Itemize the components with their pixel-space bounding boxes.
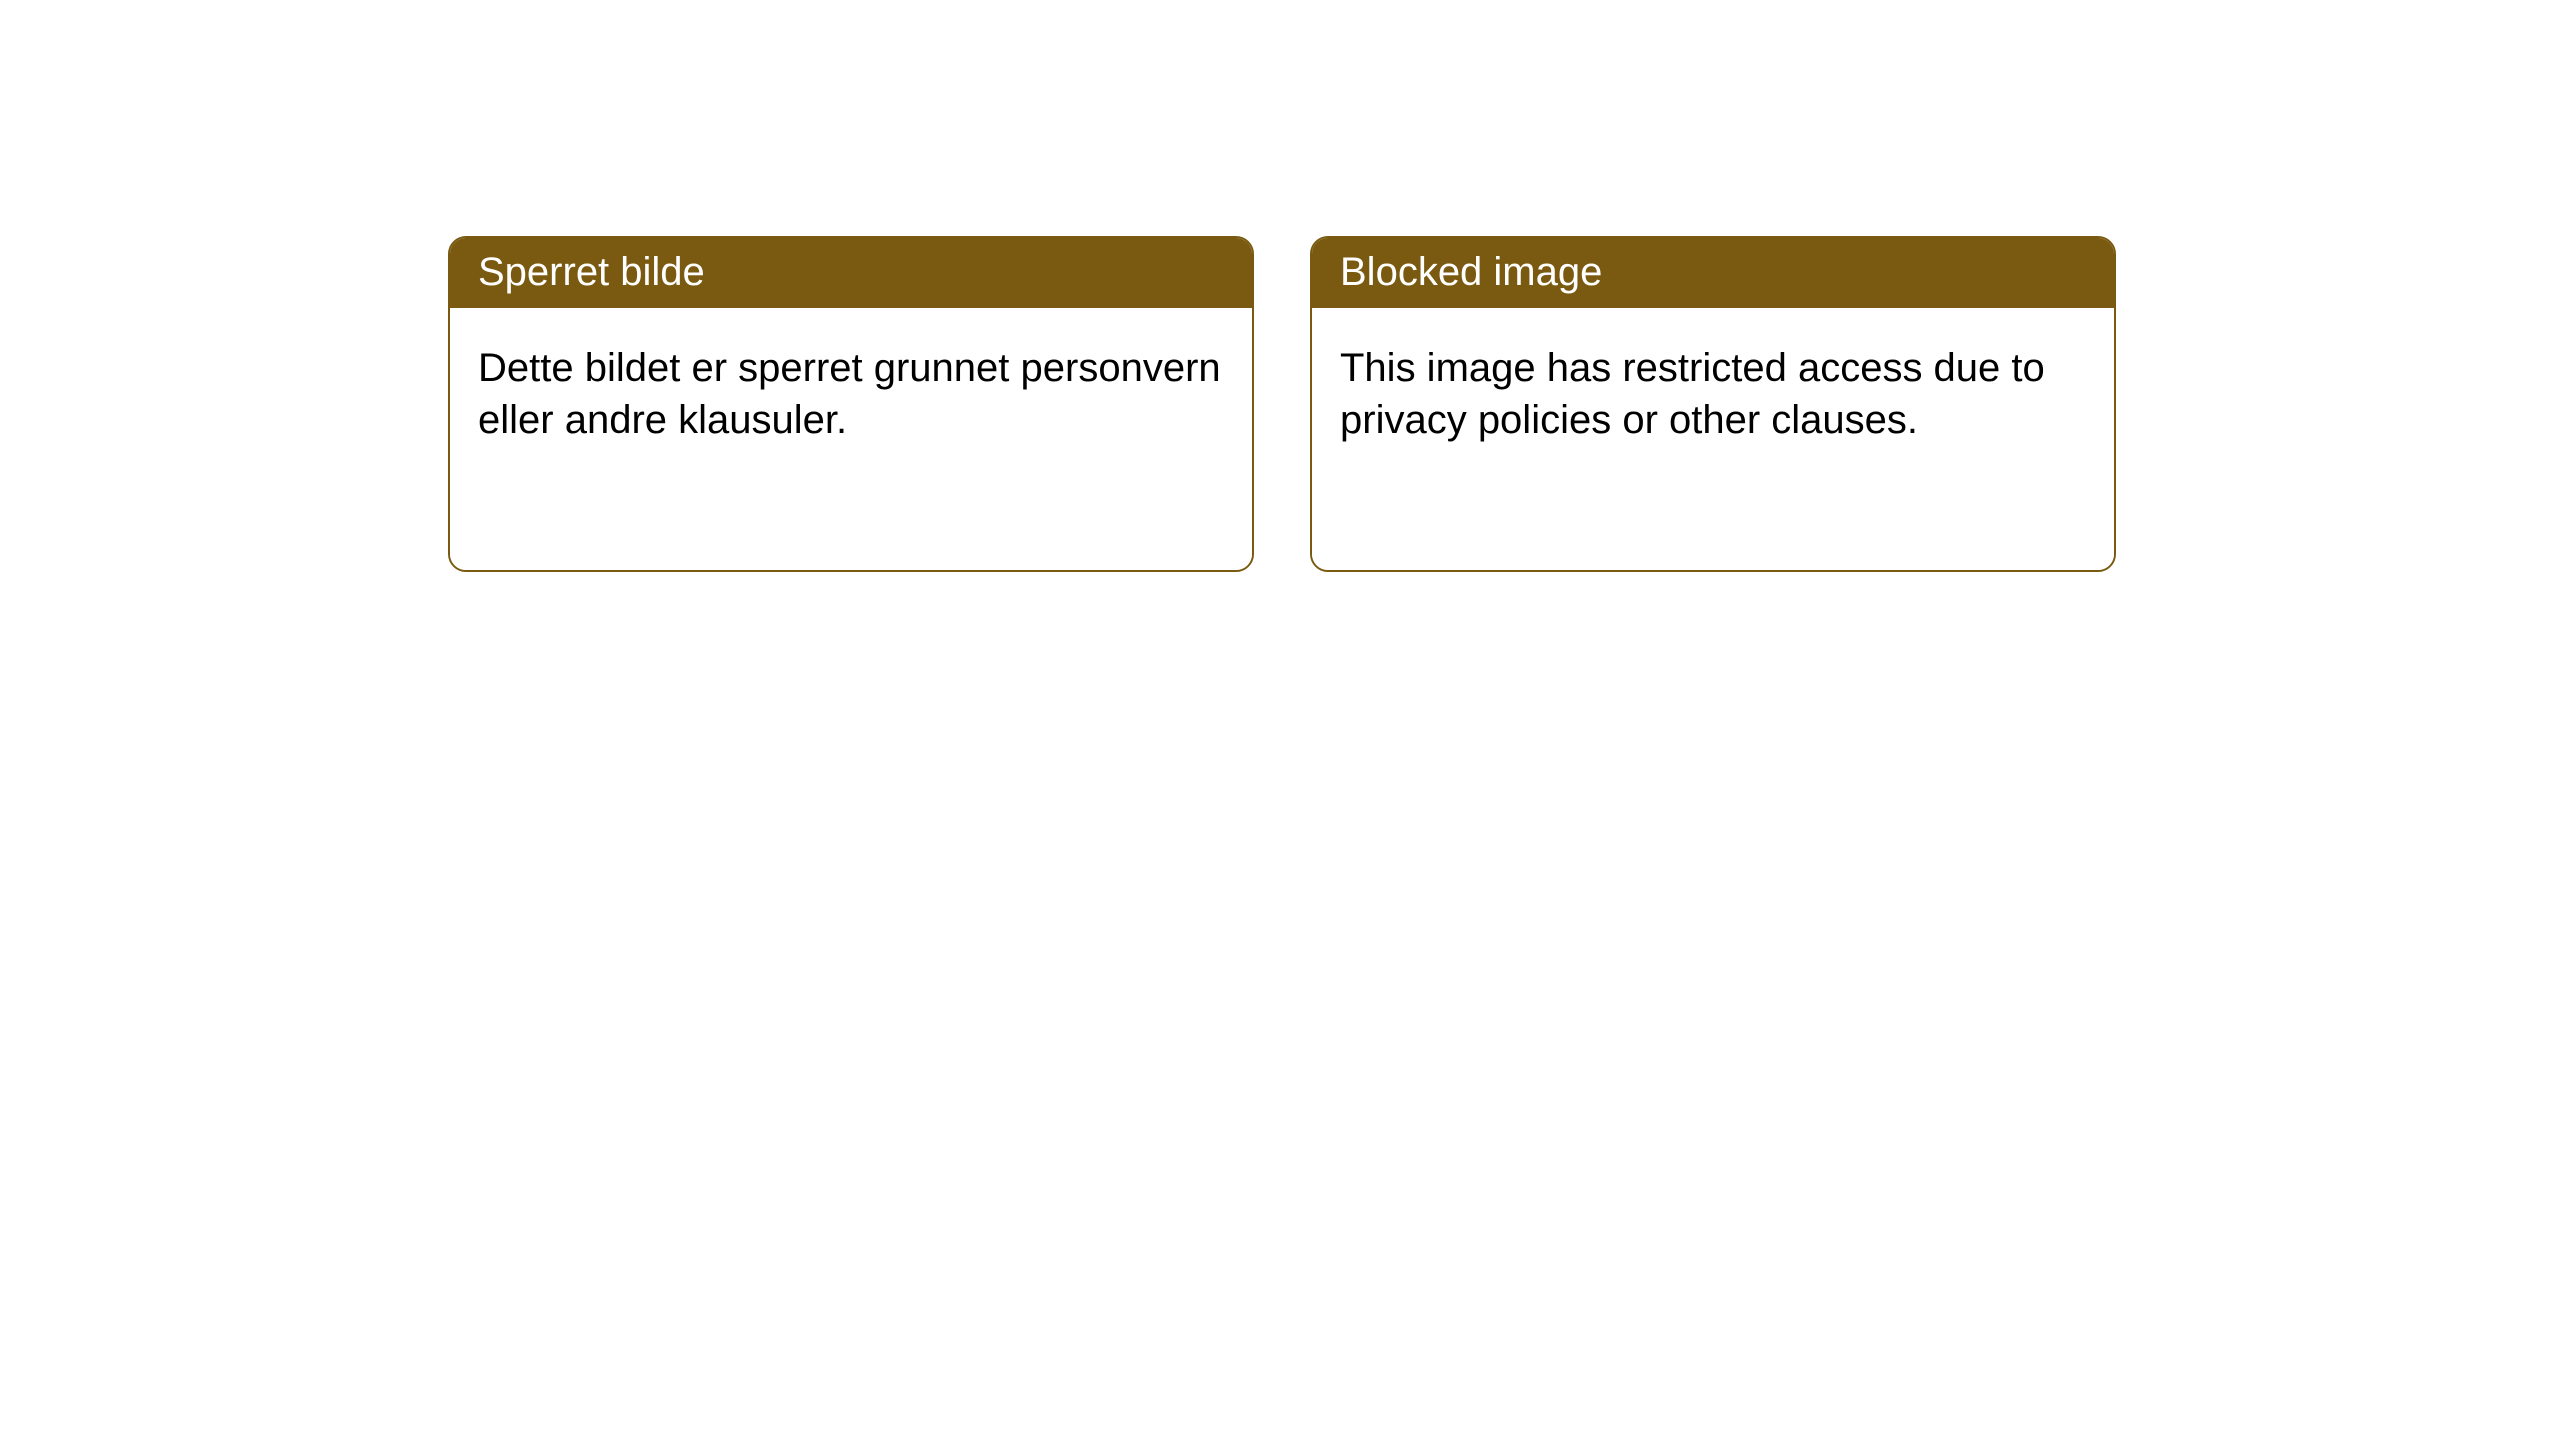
blocked-image-card-no: Sperret bilde Dette bildet er sperret gr…: [448, 236, 1254, 572]
card-body-text-no: Dette bildet er sperret grunnet personve…: [478, 346, 1221, 442]
info-cards-container: Sperret bilde Dette bildet er sperret gr…: [448, 236, 2560, 572]
card-title-no: Sperret bilde: [478, 250, 705, 294]
card-body-en: This image has restricted access due to …: [1312, 308, 2114, 570]
card-body-no: Dette bildet er sperret grunnet personve…: [450, 308, 1252, 570]
card-header-en: Blocked image: [1312, 238, 2114, 308]
card-body-text-en: This image has restricted access due to …: [1340, 346, 2045, 442]
card-header-no: Sperret bilde: [450, 238, 1252, 308]
blocked-image-card-en: Blocked image This image has restricted …: [1310, 236, 2116, 572]
card-title-en: Blocked image: [1340, 250, 1602, 294]
